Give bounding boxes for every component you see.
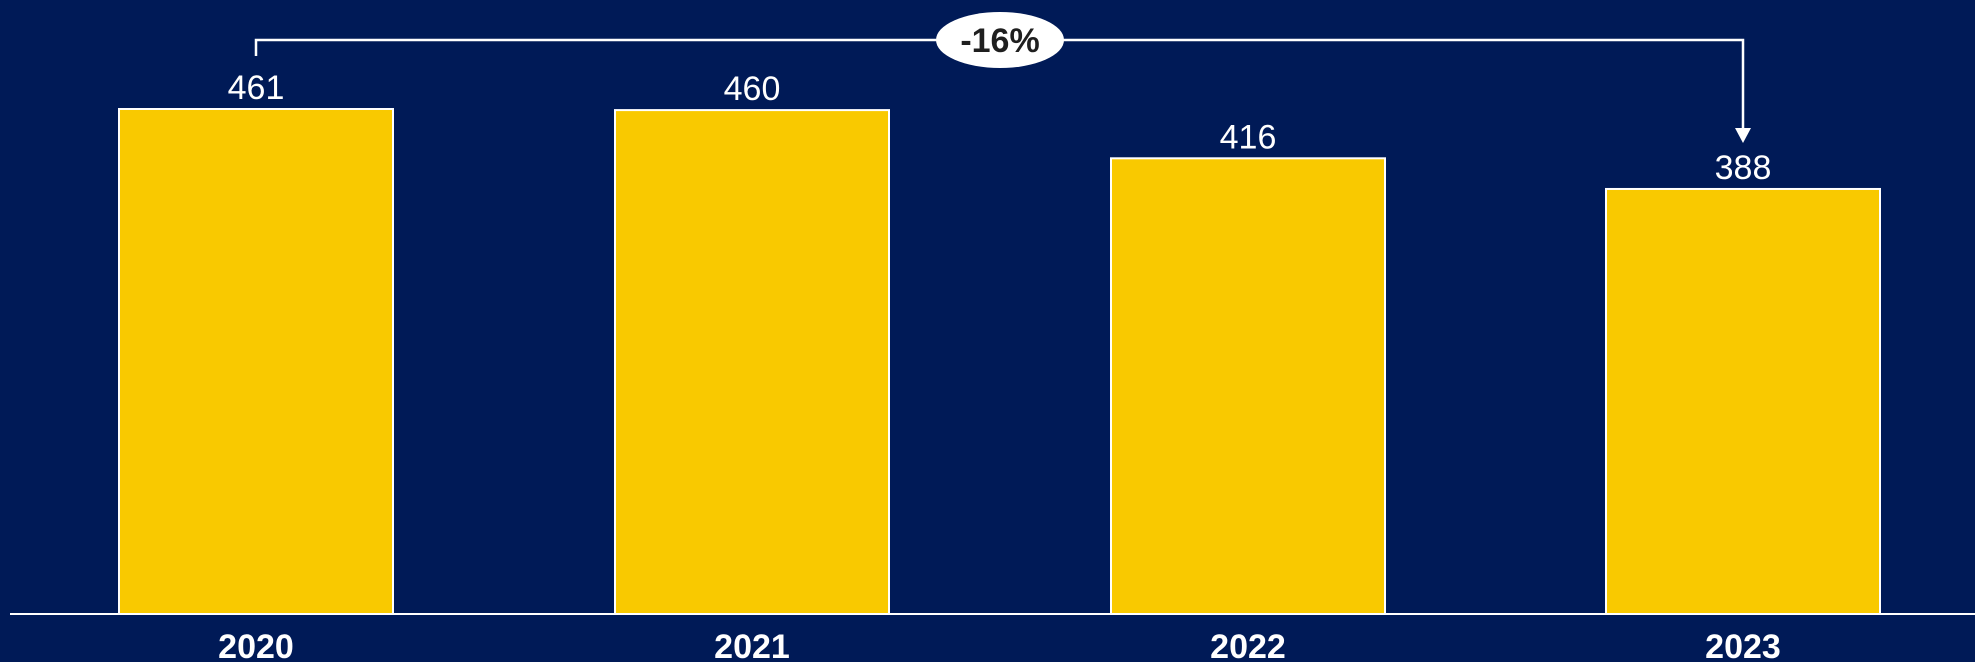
bar-2022: [1110, 157, 1386, 615]
bar-2023: [1605, 187, 1881, 615]
arrow-head-icon: [1735, 127, 1751, 143]
x-tick-label-2021: 2021: [714, 628, 790, 662]
change-badge-label: -16%: [960, 22, 1039, 60]
data-label-2022: 416: [1220, 118, 1277, 156]
data-label-2021: 460: [724, 70, 781, 108]
x-tick-label-2023: 2023: [1705, 628, 1781, 662]
bar-2021: [614, 109, 890, 615]
change-annotation: -16%: [254, 12, 1751, 143]
bar-2020: [118, 108, 394, 615]
labels-layer: 461 2020 460 2021 416 2022 388 2023: [218, 69, 1781, 662]
data-label-2020: 461: [228, 69, 285, 107]
data-label-2023: 388: [1715, 149, 1772, 187]
change-badge: [936, 12, 1064, 68]
x-tick-label-2020: 2020: [218, 628, 294, 662]
x-tick-label-2022: 2022: [1210, 628, 1286, 662]
bars-layer: [118, 108, 1881, 615]
